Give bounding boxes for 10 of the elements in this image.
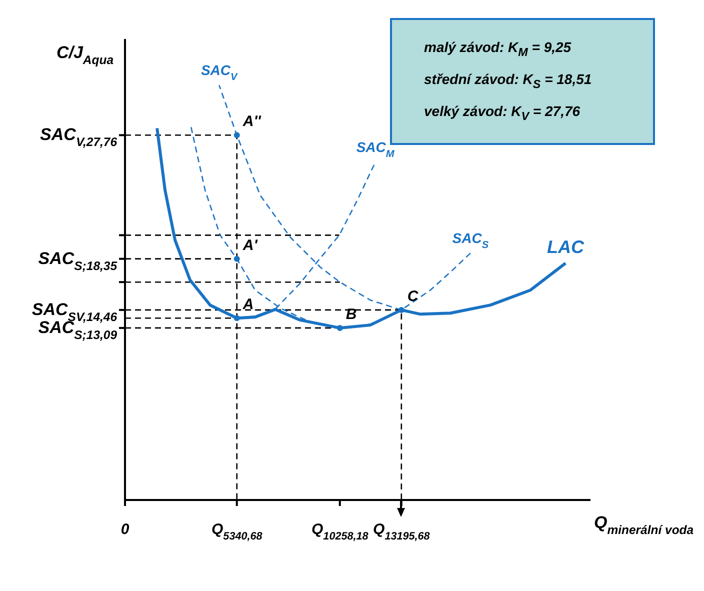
annotation: velký závod: K$_{V}$ = 27,76 — [424, 102, 582, 124]
annotation: A — [242, 296, 254, 314]
annotation: C — [407, 288, 420, 305]
series-label: LAC — [547, 237, 586, 258]
annotation: A' — [242, 236, 258, 254]
annotation: malý závod: K$_{M}$ = 9,25 — [424, 38, 572, 61]
annotation: A'' — [242, 113, 262, 130]
text-box: malý závod: K$_{M}$ = 9,25 střední závod: K$_{S}$ = 18,51 velký závod: K$_{V}$ = 27,76 — [390, 18, 655, 146]
x-tick-label: 0 — [120, 521, 130, 538]
annotation: střední závod: K$_{S}$ = 18,51 — [424, 70, 593, 93]
